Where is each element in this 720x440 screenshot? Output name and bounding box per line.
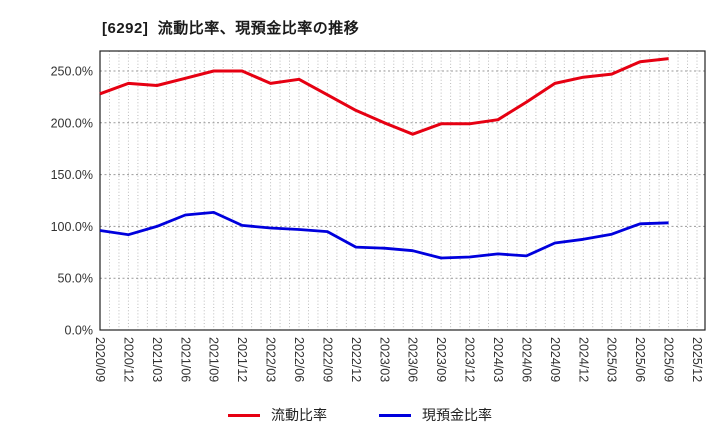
chart-title: [6292] 流動比率、現預金比率の推移 (102, 20, 360, 37)
x-tick-label: 2023/09 (434, 337, 448, 382)
y-tick-label: 200.0% (51, 116, 93, 130)
x-tick-label: 2023/12 (463, 337, 477, 382)
x-tick-label: 2024/09 (548, 337, 562, 382)
series-line-1 (99, 210, 669, 260)
x-tick-label: 2025/06 (633, 337, 647, 382)
x-tick-label: 2022/03 (264, 337, 278, 382)
x-tick-label: 2024/12 (576, 337, 590, 382)
legend-swatch-current-ratio (228, 413, 260, 417)
series-line-0 (99, 57, 669, 136)
x-tick-label: 2020/12 (121, 337, 135, 382)
plot-frame (99, 50, 706, 331)
legend-label-current-ratio: 流動比率 (271, 407, 327, 423)
legend-swatch-cash-ratio (379, 413, 411, 417)
x-tick-label: 2022/06 (292, 337, 306, 382)
legend: 流動比率 現預金比率 (0, 405, 720, 425)
y-tick-label: 250.0% (51, 65, 93, 79)
x-tick-label: 2022/12 (349, 337, 363, 382)
legend-item-cash-ratio: 現預金比率 (379, 405, 492, 425)
x-tick-label: 2022/09 (320, 337, 334, 382)
x-tick-label: 2023/06 (406, 337, 420, 382)
x-tick-label: 2025/09 (662, 337, 676, 382)
x-tick-label: 2025/03 (605, 337, 619, 382)
x-tick-label: 2020/09 (93, 337, 107, 382)
x-tick-label: 2024/03 (491, 337, 505, 382)
y-tick-label: 50.0% (58, 272, 93, 286)
x-tick-label: 2024/06 (519, 337, 533, 382)
legend-item-current-ratio: 流動比率 (228, 405, 327, 425)
y-tick-label: 100.0% (51, 220, 93, 234)
x-tick-label: 2021/06 (178, 337, 192, 382)
x-tick-label: 2021/03 (150, 337, 164, 382)
y-tick-label: 0.0% (65, 324, 94, 338)
x-tick-label: 2025/12 (690, 337, 704, 382)
legend-label-cash-ratio: 現預金比率 (422, 407, 492, 423)
x-tick-label: 2021/09 (207, 337, 221, 382)
y-tick-label: 150.0% (51, 168, 93, 182)
x-tick-label: 2021/12 (235, 337, 249, 382)
x-tick-label: 2023/03 (377, 337, 391, 382)
